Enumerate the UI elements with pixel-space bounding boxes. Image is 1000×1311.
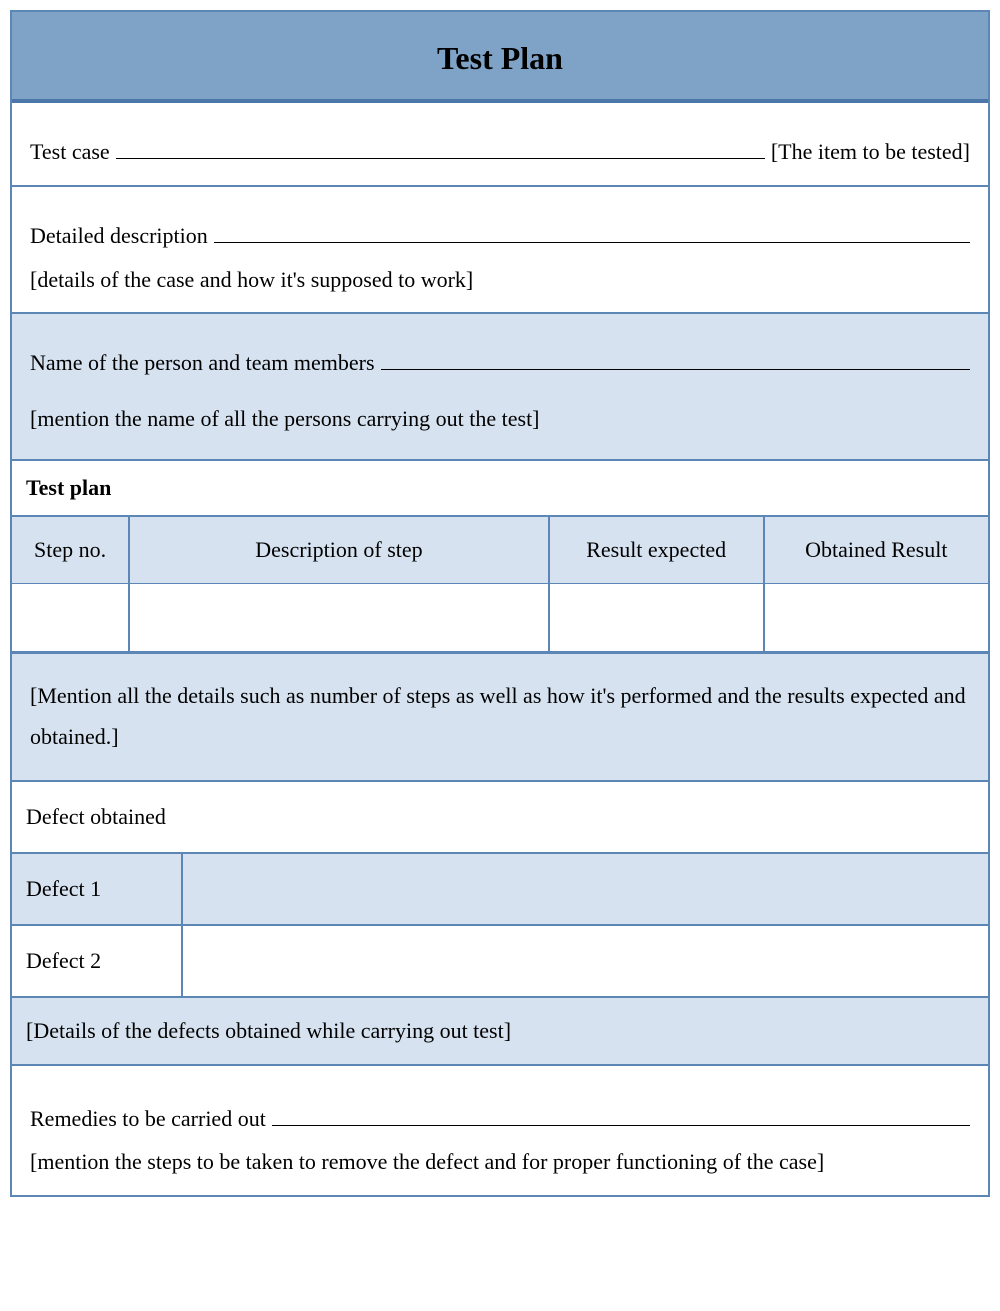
defect-row: Defect 1 (12, 853, 988, 925)
step-no-cell[interactable] (12, 584, 129, 652)
defects-note: [Details of the defects obtained while c… (12, 996, 988, 1064)
test-case-hint: [The item to be tested] (771, 133, 970, 170)
defect-row: Defect 2 (12, 925, 988, 996)
team-hint: [mention the name of all the persons car… (30, 400, 970, 437)
defects-table: Defect 1 Defect 2 (12, 852, 988, 996)
defects-heading: Defect obtained (12, 780, 988, 852)
description-input-line[interactable] (214, 217, 970, 243)
obtained-result-cell[interactable] (764, 584, 989, 652)
row-team: Name of the person and team members [men… (12, 312, 988, 459)
defect-2-label: Defect 2 (12, 925, 182, 996)
step-desc-cell[interactable] (129, 584, 549, 652)
result-expected-cell[interactable] (549, 584, 764, 652)
steps-table: Step no. Description of step Result expe… (12, 515, 988, 652)
steps-header-row: Step no. Description of step Result expe… (12, 516, 988, 584)
description-hint: [details of the case and how it's suppos… (30, 261, 970, 298)
col-result-expected: Result expected (549, 516, 764, 584)
title-bar: Test Plan (12, 12, 988, 103)
row-test-case: Test case [The item to be tested] (12, 103, 988, 185)
test-case-label: Test case (30, 133, 110, 170)
form-container: Test Plan Test case [The item to be test… (10, 10, 990, 1197)
defect-1-label: Defect 1 (12, 853, 182, 925)
defect-2-value[interactable] (182, 925, 988, 996)
col-step-desc: Description of step (129, 516, 549, 584)
defect-1-value[interactable] (182, 853, 988, 925)
steps-row (12, 584, 988, 652)
test-case-input-line[interactable] (116, 133, 765, 159)
row-remedies: Remedies to be carried out [mention the … (12, 1064, 988, 1195)
team-label: Name of the person and team members (30, 344, 375, 381)
row-description: Detailed description [details of the cas… (12, 185, 988, 312)
description-label: Detailed description (30, 217, 208, 254)
remedies-label: Remedies to be carried out (30, 1100, 266, 1137)
col-obtained-result: Obtained Result (764, 516, 989, 584)
steps-note: [Mention all the details such as number … (12, 652, 988, 779)
col-step-no: Step no. (12, 516, 129, 584)
remedies-hint: [mention the steps to be taken to remove… (30, 1143, 970, 1180)
team-input-line[interactable] (381, 344, 970, 370)
remedies-input-line[interactable] (272, 1100, 970, 1126)
page-title: Test Plan (12, 40, 988, 77)
testplan-heading: Test plan (12, 459, 988, 515)
